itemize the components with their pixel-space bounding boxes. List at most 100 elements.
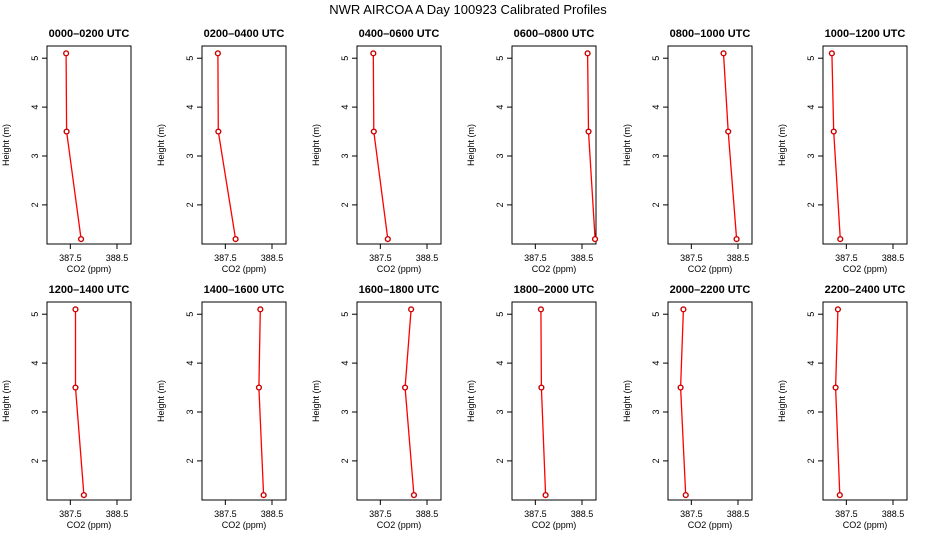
y-tick-label: 4 [651, 361, 661, 366]
profile-line [65, 53, 82, 240]
x-axis-label: CO2 (ppm) [377, 264, 422, 274]
plot-frame [356, 301, 442, 501]
y-tick-label: 3 [651, 409, 661, 414]
plot-frame [667, 45, 753, 245]
profile-point [837, 236, 844, 243]
profile-point [257, 306, 264, 313]
profile-point [72, 384, 79, 391]
profile-line [372, 53, 389, 240]
y-axis-label: Height (m) [1, 124, 11, 166]
profile-point [72, 306, 79, 313]
y-tick-label: 3 [651, 153, 661, 158]
y-tick-label: 3 [185, 409, 195, 414]
plot-frame [667, 301, 753, 501]
x-tick-label: 387.5 [680, 509, 703, 519]
y-tick-label: 4 [495, 361, 505, 366]
profile-point [63, 50, 70, 57]
x-tick-label: 388.5 [571, 509, 594, 519]
profile-point [834, 306, 842, 313]
y-tick-label: 5 [185, 56, 195, 61]
x-axis-label: CO2 (ppm) [843, 264, 888, 274]
plot-frame [201, 301, 287, 501]
profile-point [232, 236, 239, 243]
profile-point [677, 384, 684, 391]
y-tick-label: 3 [30, 409, 40, 414]
y-tick-label: 5 [30, 312, 40, 317]
profile-line [831, 53, 841, 240]
y-tick-label: 5 [495, 56, 505, 61]
x-tick-label: 388.5 [261, 253, 284, 263]
y-tick-label: 3 [340, 153, 350, 158]
panel-title: 0400–0600 UTC [359, 28, 440, 40]
y-axis-label: Height (m) [466, 124, 476, 166]
y-tick-label: 4 [806, 361, 816, 366]
profile-point [542, 492, 549, 499]
x-tick-label: 388.5 [416, 253, 439, 263]
profile-line [834, 309, 841, 496]
panel-title: 1600–1800 UTC [359, 284, 440, 296]
x-tick-label: 387.5 [59, 509, 82, 519]
profile-line [679, 309, 687, 496]
profile-point [260, 492, 267, 499]
profile-point [720, 50, 727, 57]
panel-title: 1000–1200 UTC [825, 28, 906, 40]
x-tick-label: 388.5 [106, 509, 129, 519]
profile-point [682, 492, 689, 499]
y-tick-label: 5 [340, 312, 350, 317]
x-tick-label: 387.5 [59, 253, 82, 263]
x-tick-label: 388.5 [106, 253, 129, 263]
y-axis-label: Height (m) [156, 124, 166, 166]
x-tick-label: 387.5 [524, 509, 547, 519]
y-tick-label: 4 [185, 361, 195, 366]
x-tick-label: 387.5 [214, 253, 237, 263]
panel-title: 1400–1600 UTC [204, 284, 285, 296]
x-tick-label: 388.5 [882, 509, 905, 519]
y-tick-label: 2 [806, 458, 816, 463]
x-axis-label: CO2 (ppm) [222, 264, 267, 274]
profile-point [80, 492, 87, 499]
x-tick-label: 388.5 [416, 509, 439, 519]
y-tick-label: 2 [651, 202, 661, 207]
x-axis-label: CO2 (ppm) [688, 264, 733, 274]
plot-frame [511, 301, 597, 501]
panel-title: 2000–2200 UTC [670, 284, 751, 296]
x-tick-label: 388.5 [727, 253, 750, 263]
y-tick-label: 4 [30, 361, 40, 366]
profile-line [217, 53, 237, 240]
panel-title: 1200–1400 UTC [49, 284, 130, 296]
x-axis-label: CO2 (ppm) [67, 520, 112, 530]
plot-frame [356, 45, 442, 245]
panel-title: 0600–0800 UTC [514, 28, 595, 40]
y-tick-label: 3 [340, 409, 350, 414]
x-axis-label: CO2 (ppm) [222, 520, 267, 530]
profile-point [585, 128, 592, 135]
profile-line [74, 309, 85, 496]
x-axis-label: CO2 (ppm) [532, 264, 577, 274]
x-tick-label: 387.5 [369, 509, 392, 519]
x-axis-label: CO2 (ppm) [843, 520, 888, 530]
profile-point [215, 128, 222, 135]
figure-title: NWR AIRCOA A Day 100923 Calibrated Profi… [329, 2, 607, 17]
y-tick-label: 5 [651, 312, 661, 317]
y-tick-label: 5 [806, 56, 816, 61]
profile-line [258, 309, 265, 496]
y-tick-label: 4 [495, 105, 505, 110]
y-tick-label: 4 [651, 105, 661, 110]
y-tick-label: 2 [30, 202, 40, 207]
y-tick-label: 2 [30, 458, 40, 463]
profile-line [722, 53, 738, 240]
y-tick-label: 2 [340, 458, 350, 463]
y-tick-label: 4 [30, 105, 40, 110]
y-axis-label: Height (m) [777, 380, 787, 422]
profile-point [680, 306, 687, 313]
y-tick-label: 2 [806, 202, 816, 207]
profile-point [591, 236, 599, 243]
y-tick-label: 5 [806, 312, 816, 317]
profile-point [725, 128, 732, 135]
